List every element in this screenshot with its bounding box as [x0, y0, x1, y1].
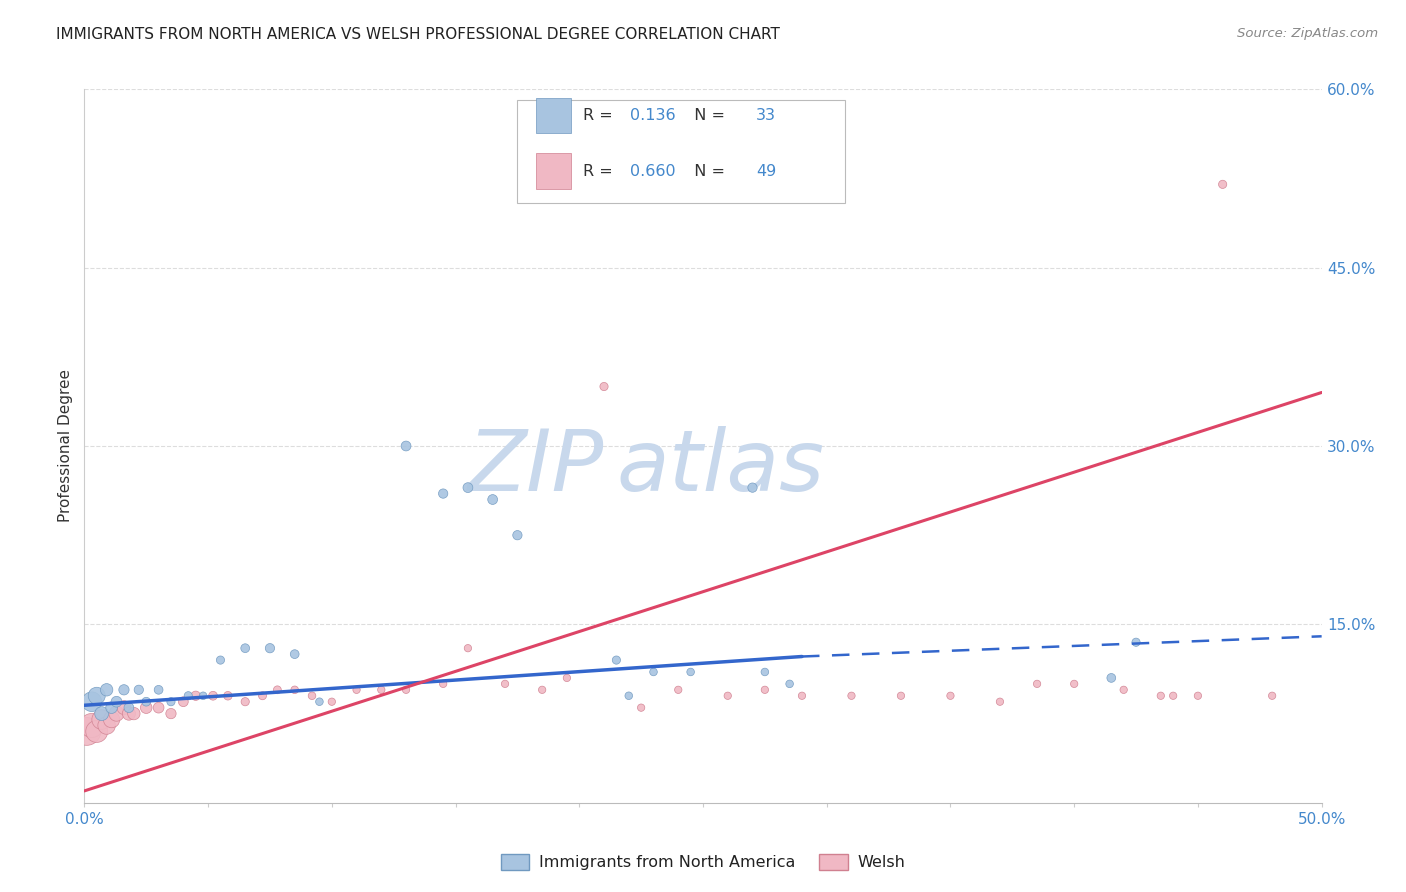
- Point: [96, 682, 118, 697]
- Point: [202, 689, 225, 703]
- Point: [1125, 635, 1147, 649]
- Point: [679, 665, 702, 679]
- Point: [841, 689, 863, 703]
- Point: [506, 528, 529, 542]
- Text: 0.136: 0.136: [630, 108, 676, 123]
- Point: [80, 718, 103, 732]
- Point: [135, 700, 157, 714]
- Point: [741, 481, 763, 495]
- Point: [86, 689, 108, 703]
- Text: ZIP: ZIP: [468, 425, 605, 509]
- Point: [717, 689, 740, 703]
- Point: [1187, 689, 1209, 703]
- Point: [118, 700, 141, 714]
- Point: [370, 682, 392, 697]
- Text: Source: ZipAtlas.com: Source: ZipAtlas.com: [1237, 27, 1378, 40]
- Point: [252, 689, 274, 703]
- Point: [432, 677, 454, 691]
- Text: atlas: atlas: [616, 425, 824, 509]
- Point: [112, 682, 135, 697]
- Text: N =: N =: [685, 164, 731, 178]
- Point: [1212, 178, 1234, 192]
- Point: [266, 682, 288, 697]
- Point: [148, 700, 170, 714]
- Point: [593, 379, 616, 393]
- Point: [184, 689, 207, 703]
- Point: [76, 724, 98, 739]
- Bar: [536, 153, 571, 189]
- Point: [233, 695, 256, 709]
- Text: 33: 33: [756, 108, 776, 123]
- Point: [432, 486, 454, 500]
- Point: [643, 665, 665, 679]
- Bar: [536, 98, 571, 134]
- Point: [80, 695, 103, 709]
- Point: [666, 682, 689, 697]
- Point: [605, 653, 627, 667]
- Point: [779, 677, 801, 691]
- Point: [233, 641, 256, 656]
- Point: [118, 706, 141, 721]
- Point: [100, 713, 122, 727]
- Point: [346, 682, 368, 697]
- Point: [284, 647, 307, 661]
- Point: [100, 700, 122, 714]
- Point: [754, 665, 776, 679]
- Point: [630, 700, 652, 714]
- Point: [1112, 682, 1135, 697]
- Point: [112, 700, 135, 714]
- Point: [217, 689, 239, 703]
- Point: [321, 695, 343, 709]
- Point: [308, 695, 330, 709]
- Point: [890, 689, 912, 703]
- Point: [90, 706, 112, 721]
- Y-axis label: Professional Degree: Professional Degree: [58, 369, 73, 523]
- Point: [1150, 689, 1173, 703]
- Point: [1099, 671, 1122, 685]
- Text: N =: N =: [685, 108, 731, 123]
- Point: [259, 641, 281, 656]
- Point: [1026, 677, 1049, 691]
- Point: [177, 689, 200, 703]
- Text: IMMIGRANTS FROM NORTH AMERICA VS WELSH PROFESSIONAL DEGREE CORRELATION CHART: IMMIGRANTS FROM NORTH AMERICA VS WELSH P…: [56, 27, 780, 42]
- Point: [128, 682, 150, 697]
- Point: [555, 671, 578, 685]
- Point: [457, 641, 479, 656]
- Point: [105, 695, 128, 709]
- Point: [457, 481, 479, 495]
- Text: R =: R =: [583, 108, 617, 123]
- Point: [1063, 677, 1085, 691]
- Point: [395, 439, 418, 453]
- Text: R =: R =: [583, 164, 617, 178]
- Point: [531, 682, 554, 697]
- Point: [191, 689, 214, 703]
- Text: 0.660: 0.660: [630, 164, 676, 178]
- Point: [160, 706, 183, 721]
- Point: [301, 689, 323, 703]
- FancyBboxPatch shape: [517, 100, 845, 203]
- Text: 49: 49: [756, 164, 776, 178]
- Point: [86, 724, 108, 739]
- Point: [1161, 689, 1184, 703]
- Point: [135, 695, 157, 709]
- Point: [1261, 689, 1284, 703]
- Legend: Immigrants from North America, Welsh: Immigrants from North America, Welsh: [494, 848, 912, 877]
- Point: [481, 492, 503, 507]
- Point: [284, 682, 307, 697]
- Point: [148, 682, 170, 697]
- Point: [172, 695, 194, 709]
- Point: [790, 689, 813, 703]
- Point: [160, 695, 183, 709]
- Point: [122, 706, 145, 721]
- Point: [494, 677, 516, 691]
- Point: [617, 689, 640, 703]
- Point: [96, 718, 118, 732]
- Point: [754, 682, 776, 697]
- Point: [395, 682, 418, 697]
- Point: [939, 689, 962, 703]
- Point: [209, 653, 232, 667]
- Point: [105, 706, 128, 721]
- Point: [988, 695, 1011, 709]
- Point: [90, 713, 112, 727]
